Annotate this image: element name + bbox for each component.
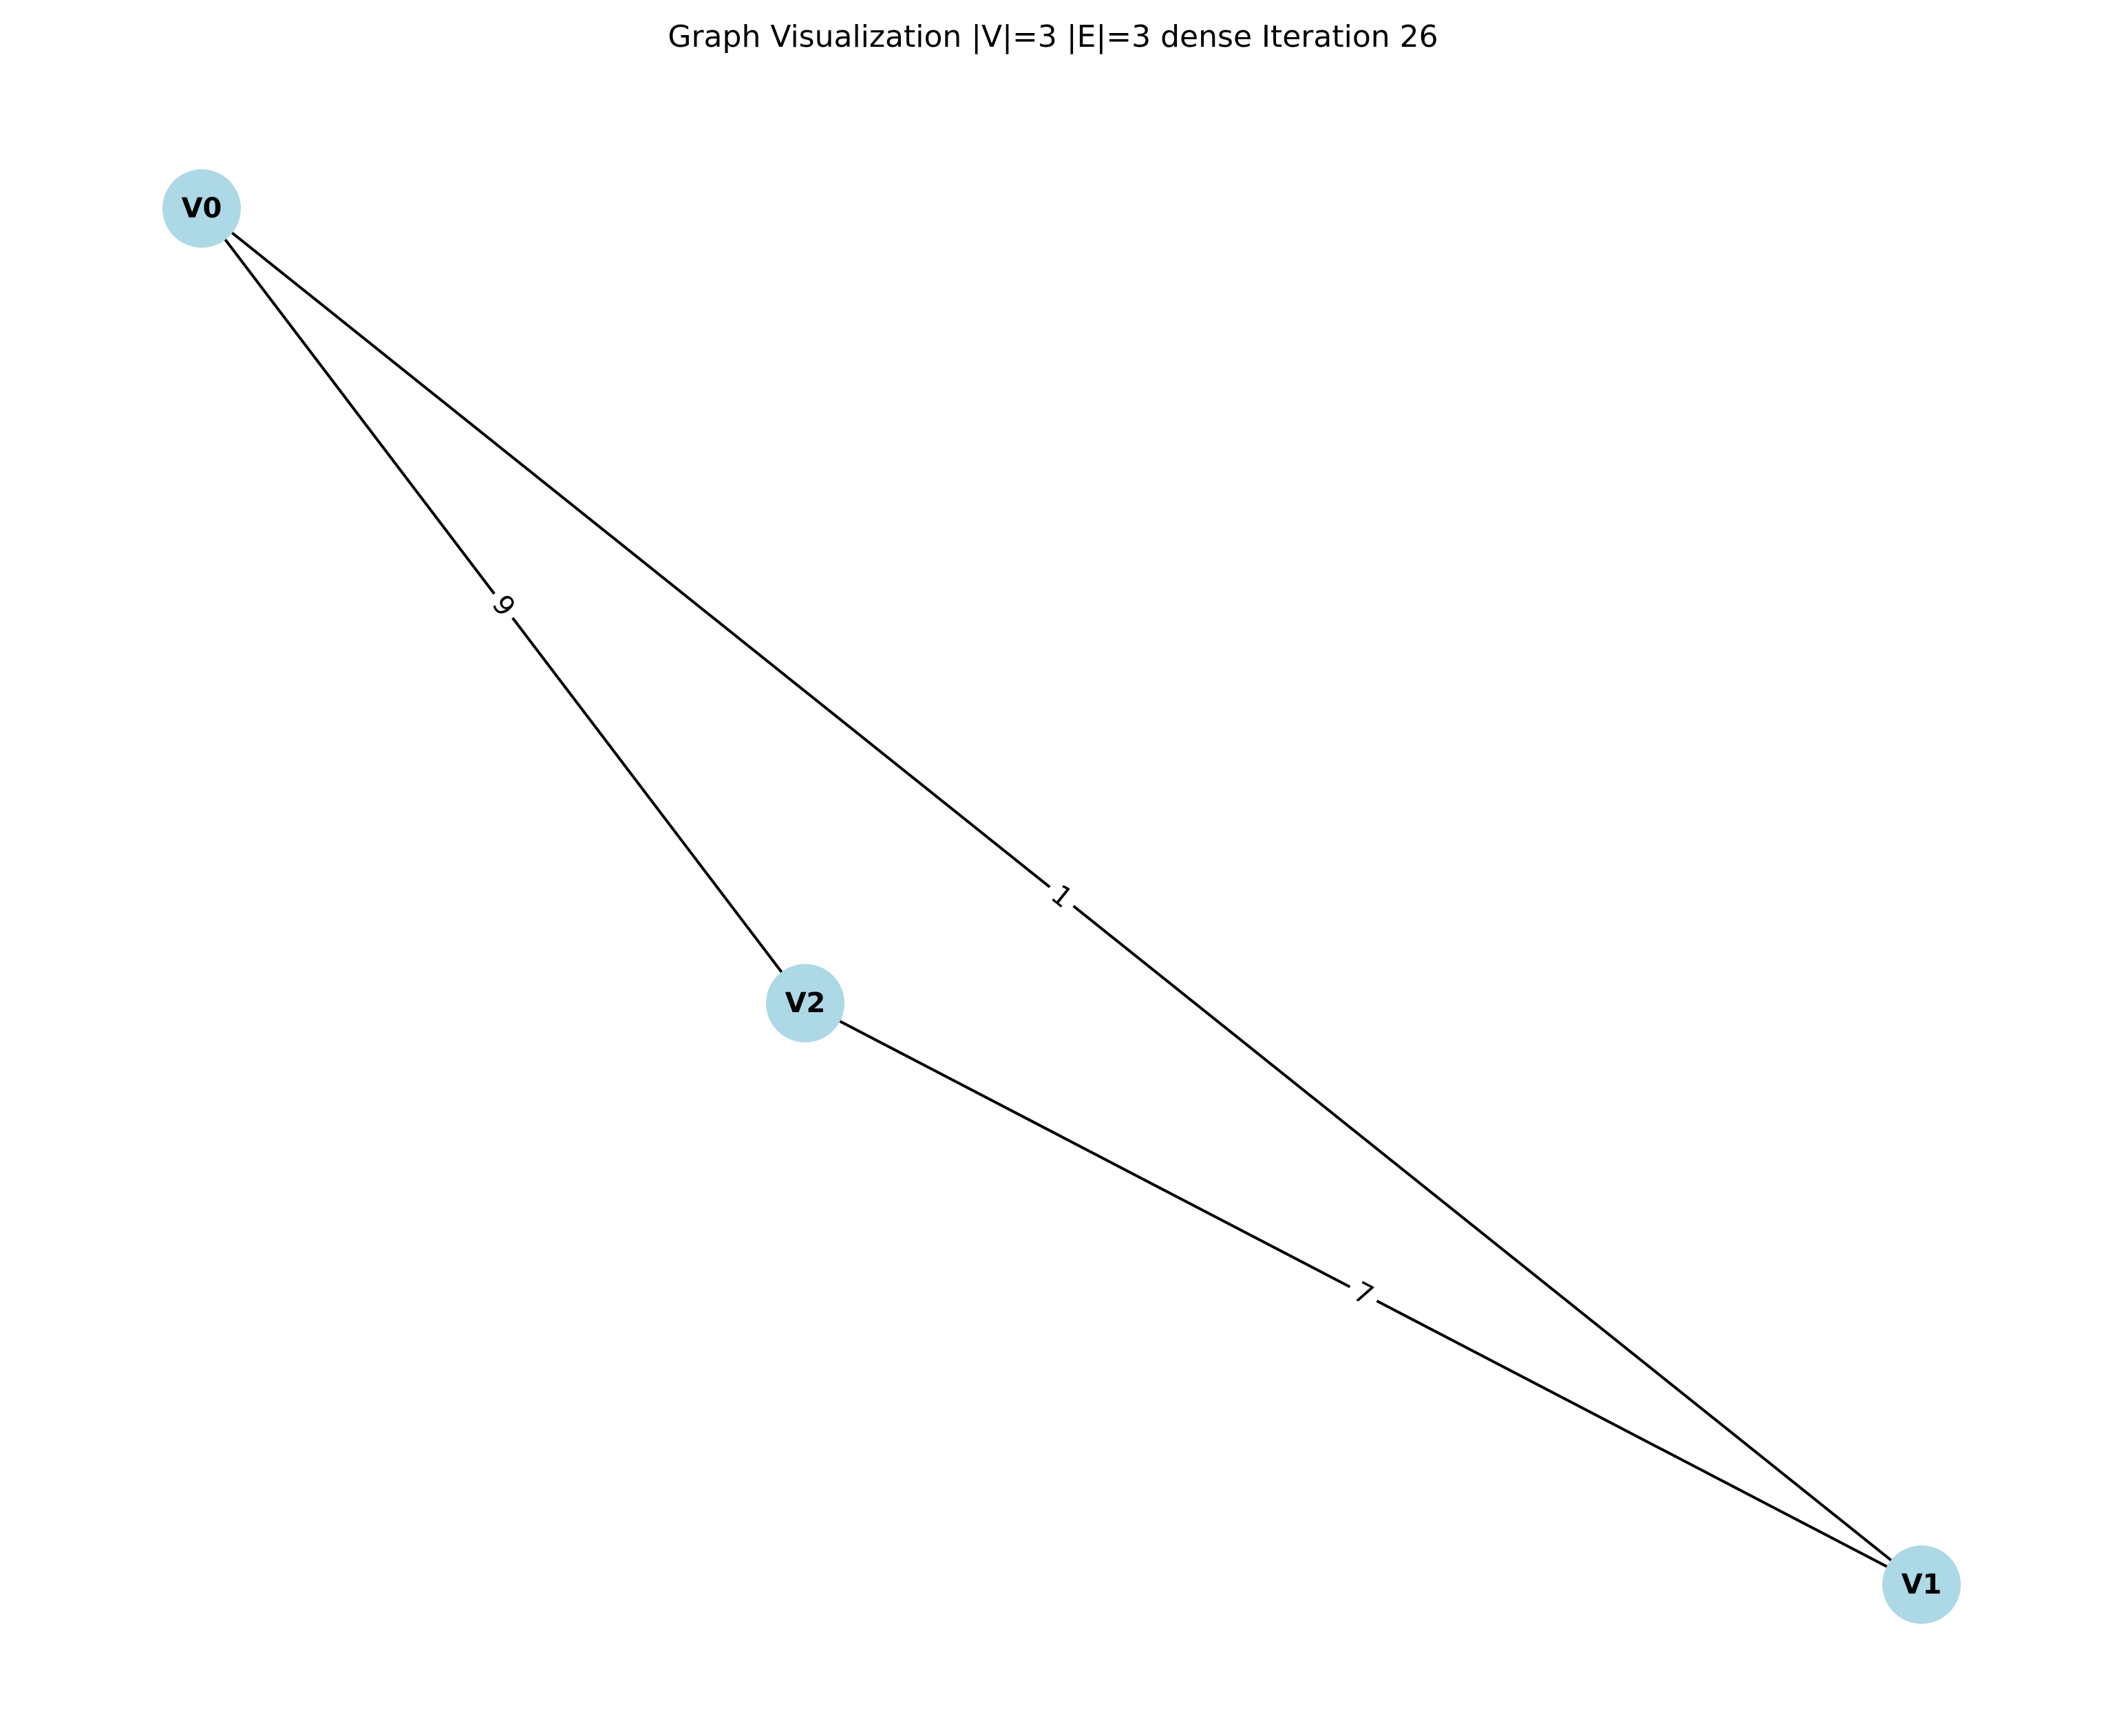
node-circle [1882, 1545, 1961, 1624]
figure-title: Graph Visualization |V|=3 |E|=3 dense It… [668, 19, 1438, 54]
node-label: V1 [1902, 1569, 1942, 1600]
node-v2: V2 [766, 964, 844, 1042]
node-circle [766, 964, 844, 1042]
node-label: V0 [182, 193, 222, 224]
node-v1: V1 [1882, 1545, 1961, 1624]
node-v0: V0 [162, 169, 241, 248]
node-circle [162, 169, 241, 248]
node-label: V2 [785, 987, 826, 1019]
edge-label-background [1039, 872, 1085, 921]
edge-labels-layer: 197 [480, 583, 1385, 1317]
edge-label-group: 7 [1341, 1271, 1385, 1317]
edge-label-background [480, 583, 527, 629]
nodes-layer: V0 V1 V2 [162, 169, 1961, 1624]
edge-label-background [1341, 1271, 1385, 1317]
